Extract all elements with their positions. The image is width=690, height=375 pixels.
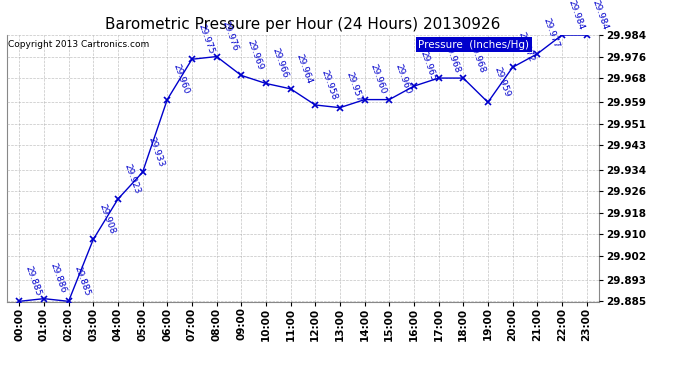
Text: 29.972: 29.972 <box>517 31 536 63</box>
Text: 29.960: 29.960 <box>393 63 413 95</box>
Text: 29.959: 29.959 <box>492 66 511 98</box>
Text: 29.908: 29.908 <box>97 202 117 235</box>
Text: 29.886: 29.886 <box>48 262 68 294</box>
Text: 29.969: 29.969 <box>246 39 265 71</box>
Text: 29.964: 29.964 <box>295 52 314 85</box>
Text: 29.984: 29.984 <box>591 0 610 31</box>
Text: 29.966: 29.966 <box>270 46 289 79</box>
Text: Copyright 2013 Cartronics.com: Copyright 2013 Cartronics.com <box>8 40 149 49</box>
Text: 29.968: 29.968 <box>467 41 486 74</box>
Text: 29.976: 29.976 <box>221 20 240 53</box>
Text: 29.923: 29.923 <box>122 162 141 195</box>
Text: 29.960: 29.960 <box>368 63 388 95</box>
Text: 29.984: 29.984 <box>566 0 585 31</box>
Text: 29.933: 29.933 <box>147 135 166 168</box>
Text: 29.958: 29.958 <box>319 68 339 101</box>
Text: 29.885: 29.885 <box>23 264 43 297</box>
Text: 29.977: 29.977 <box>542 17 561 50</box>
Title: Barometric Pressure per Hour (24 Hours) 20130926: Barometric Pressure per Hour (24 Hours) … <box>105 17 501 32</box>
Text: 29.968: 29.968 <box>443 41 462 74</box>
Text: 29.885: 29.885 <box>72 264 92 297</box>
Text: 29.975: 29.975 <box>196 22 215 55</box>
Text: 29.960: 29.960 <box>171 63 190 95</box>
Text: 29.957: 29.957 <box>344 71 364 104</box>
Text: 29.965: 29.965 <box>418 49 437 82</box>
Text: Pressure  (Inches/Hg): Pressure (Inches/Hg) <box>418 40 529 50</box>
